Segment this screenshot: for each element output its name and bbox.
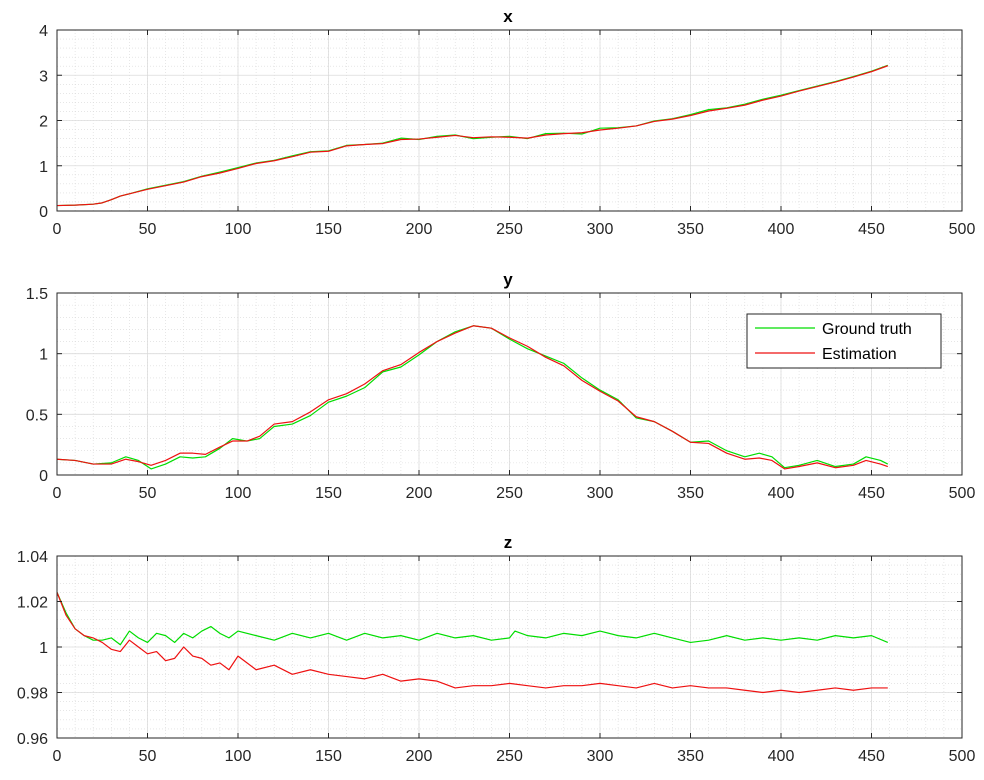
y-tick-labels: 0 1 2 3 4 xyxy=(39,23,48,221)
y-tick-label: 4 xyxy=(39,23,48,40)
x-tick-label: 150 xyxy=(315,221,342,238)
subplot-title: y xyxy=(503,270,513,289)
x-tick-label: 250 xyxy=(496,485,523,502)
tick-marks xyxy=(56,29,963,212)
y-tick-label: 0.5 xyxy=(26,407,48,424)
y-tick-label: 0.98 xyxy=(17,686,48,703)
y-tick-label: 0.96 xyxy=(17,731,48,748)
legend-label-estimation: Estimation xyxy=(822,346,897,363)
x-tick-label: 0 xyxy=(53,221,62,238)
y-tick-label: 1.04 xyxy=(17,549,48,566)
y-tick-labels: 0.96 0.98 1 1.02 1.04 xyxy=(17,549,48,748)
tick-marks xyxy=(56,292,963,476)
x-tick-label: 400 xyxy=(768,221,795,238)
x-tick-label: 450 xyxy=(858,485,885,502)
x-tick-label: 500 xyxy=(949,748,976,765)
x-tick-label: 0 xyxy=(53,748,62,765)
legend: Ground truth Estimation xyxy=(746,313,942,369)
y-tick-label: 1 xyxy=(39,159,48,176)
x-tick-labels: 0 50 100 150 200 250 300 350 400 450 500 xyxy=(53,748,976,765)
x-tick-label: 350 xyxy=(677,748,704,765)
series-layer xyxy=(56,592,889,694)
x-tick-label: 50 xyxy=(139,221,157,238)
x-tick-label: 250 xyxy=(496,221,523,238)
x-tick-label: 450 xyxy=(858,748,885,765)
x-tick-label: 100 xyxy=(225,748,252,765)
x-tick-label: 300 xyxy=(587,748,614,765)
x-tick-label: 350 xyxy=(677,221,704,238)
tick-marks xyxy=(56,555,963,739)
x-tick-label: 450 xyxy=(858,221,885,238)
x-tick-label: 300 xyxy=(587,221,614,238)
x-tick-label: 150 xyxy=(315,485,342,502)
y-tick-label: 0 xyxy=(39,204,48,221)
x-tick-label: 200 xyxy=(406,748,433,765)
x-tick-labels: 0 50 100 150 200 250 300 350 400 450 500 xyxy=(53,485,976,502)
subplot-title: x xyxy=(503,7,513,26)
x-tick-label: 500 xyxy=(949,485,976,502)
x-tick-label: 100 xyxy=(225,221,252,238)
subplot-x: x 0 50 100 150 200 250 300 350 400 450 5… xyxy=(39,7,975,238)
y-tick-label: 2 xyxy=(39,114,48,131)
y-tick-label: 1.02 xyxy=(17,595,48,612)
series-line-ground-truth xyxy=(56,592,889,646)
legend-box xyxy=(746,313,942,369)
series-line-estimation xyxy=(56,325,888,470)
x-tick-label: 350 xyxy=(677,485,704,502)
subplot-y: y 0 50 100 150 200 250 300 350 400 450 5… xyxy=(26,270,976,502)
subplot-title: z xyxy=(504,533,513,552)
x-tick-label: 200 xyxy=(406,221,433,238)
x-tick-label: 400 xyxy=(768,748,795,765)
x-tick-labels: 0 50 100 150 200 250 300 350 400 450 500 xyxy=(53,221,976,238)
x-tick-label: 50 xyxy=(139,485,157,502)
legend-label-ground-truth: Ground truth xyxy=(822,321,912,338)
x-tick-label: 250 xyxy=(496,748,523,765)
x-tick-label: 500 xyxy=(949,221,976,238)
y-tick-label: 1.5 xyxy=(26,286,48,303)
y-tick-label: 0 xyxy=(39,468,48,485)
series-layer xyxy=(56,325,889,470)
y-tick-label: 1 xyxy=(39,347,48,364)
x-tick-label: 100 xyxy=(225,485,252,502)
y-tick-label: 1 xyxy=(39,640,48,657)
series-line-estimation xyxy=(56,65,888,207)
x-tick-label: 200 xyxy=(406,485,433,502)
x-tick-label: 0 xyxy=(53,485,62,502)
y-tick-labels: 0 0.5 1 1.5 xyxy=(26,286,48,485)
series-line-estimation xyxy=(56,592,888,694)
subplot-z: z 0 50 100 150 200 250 300 350 400 450 5… xyxy=(17,533,976,765)
x-tick-label: 50 xyxy=(139,748,157,765)
series-layer xyxy=(56,64,888,207)
x-tick-label: 150 xyxy=(315,748,342,765)
y-tick-label: 3 xyxy=(39,68,48,85)
x-tick-label: 300 xyxy=(587,485,614,502)
x-tick-label: 400 xyxy=(768,485,795,502)
